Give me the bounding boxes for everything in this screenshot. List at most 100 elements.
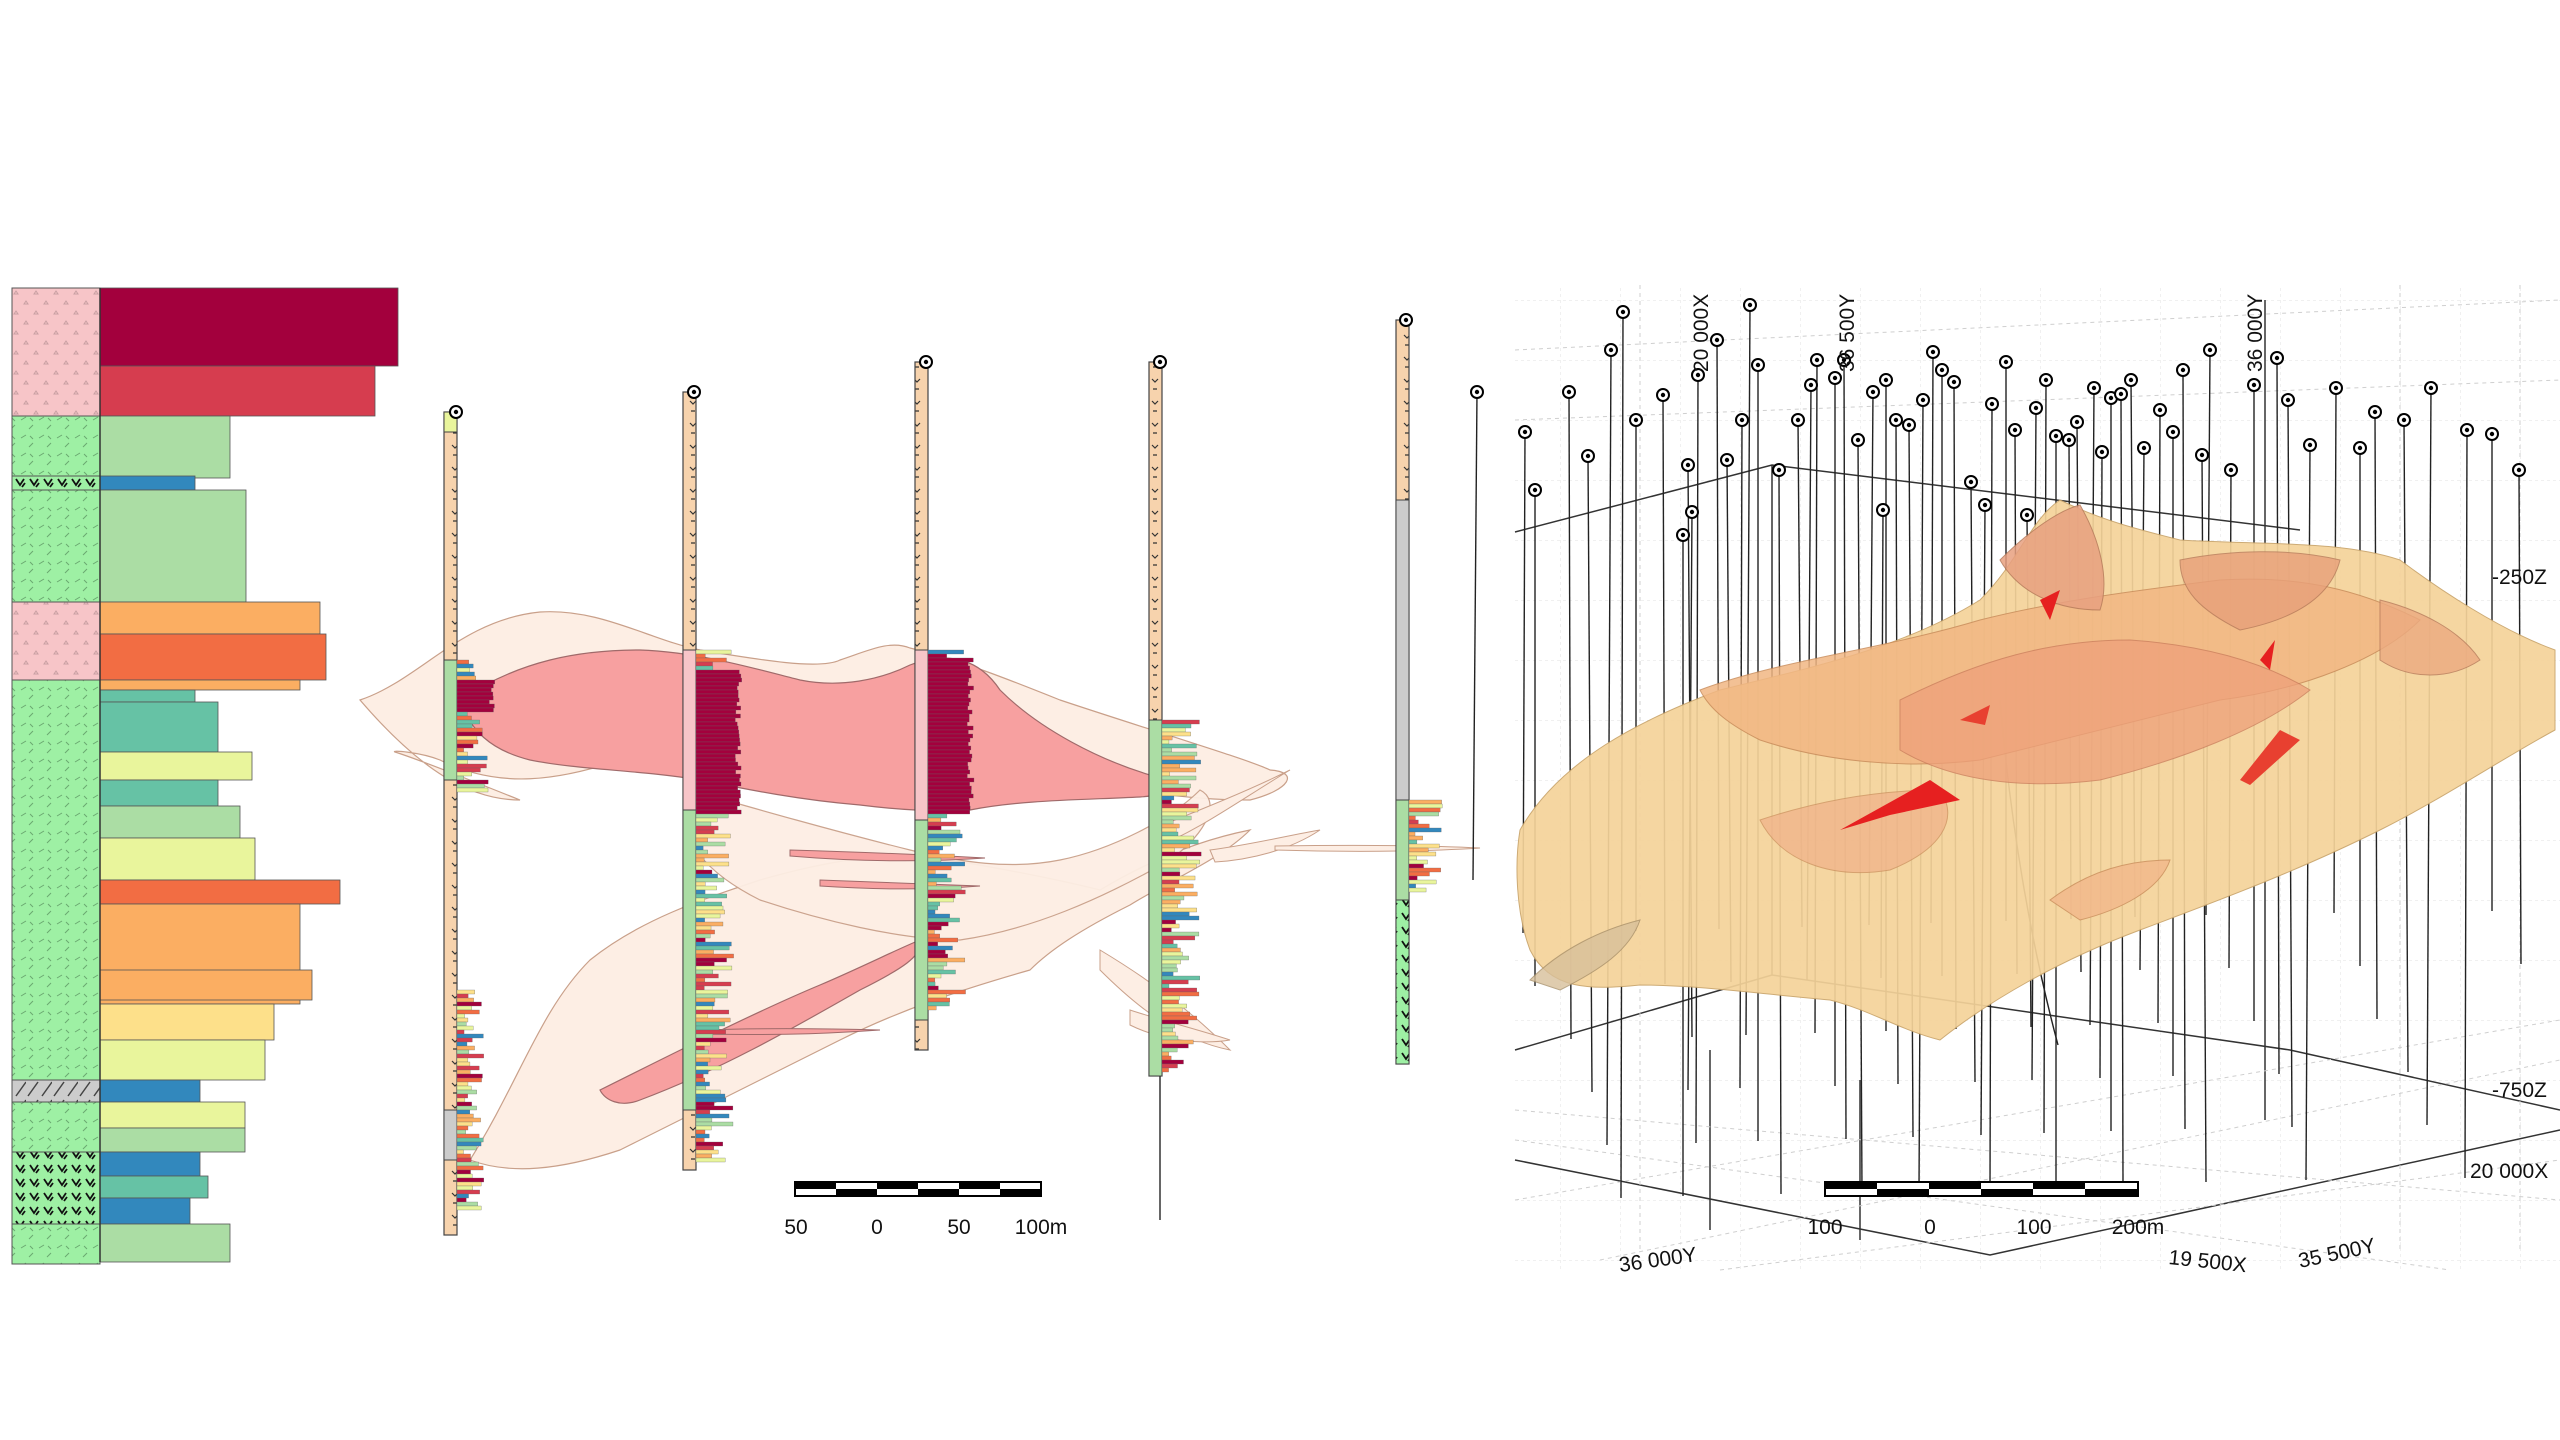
downhole-bar: [927, 881, 937, 887]
downhole-bar: [695, 709, 737, 715]
downhole-bar: [456, 1117, 481, 1123]
downhole-bar: [927, 745, 972, 751]
downhole-bar: [927, 933, 940, 939]
downhole-bar: [695, 837, 708, 843]
downhole-bar: [927, 721, 968, 727]
downhole-bar: [927, 761, 968, 767]
drillhole-trace: [2464, 429, 2468, 1179]
downhole-bar: [456, 671, 475, 677]
downhole-bar: [1408, 823, 1430, 829]
downhole-bar: [695, 1117, 713, 1123]
downhole-bar: [456, 1061, 471, 1067]
drillhole-trace: [1472, 391, 1478, 881]
model-scale-bar: 100 0 100 200m: [1807, 1181, 2164, 1239]
downhole-bar: [695, 881, 706, 887]
downhole-bar: [1161, 1047, 1178, 1053]
downhole-bar: [456, 1109, 470, 1115]
downhole-bar: [927, 801, 970, 807]
downhole-bar: [695, 1153, 712, 1159]
drillhole-3: [914, 355, 933, 1051]
downhole-bar: [1161, 911, 1190, 917]
grade-bar: [99, 1003, 275, 1041]
collar-dot: [1795, 417, 1801, 423]
downhole-bar: [1408, 859, 1428, 865]
downhole-bar: [695, 689, 739, 695]
collar-dot: [2141, 445, 2147, 451]
downhole-bar: [695, 985, 705, 991]
downhole-bar: [927, 729, 969, 735]
downhole-bar: [695, 677, 742, 683]
downhole-bar: [1408, 875, 1418, 881]
downhole-bar: [1161, 803, 1199, 809]
downhole-bar: [456, 659, 469, 665]
downhole-bar: [695, 817, 718, 823]
collar-dot: [1532, 487, 1538, 493]
downhole-bar: [695, 889, 706, 895]
x-axis-label: 20 000X: [2470, 1160, 2548, 1183]
downhole-bar: [1161, 855, 1187, 861]
collar-dot: [1776, 467, 1782, 473]
downhole-bar: [695, 997, 716, 1003]
downhole-bar: [456, 1181, 482, 1187]
downhole-bar: [927, 929, 935, 935]
downhole-bar: [1161, 955, 1189, 961]
downhole-bar: [456, 679, 495, 685]
downhole-bar: [456, 667, 470, 673]
downhole-bar: [1161, 963, 1177, 969]
downhole-bar: [456, 1193, 469, 1199]
downhole-bar: [1161, 919, 1176, 925]
3d-model-view: 20 000X 36 500Y 36 000Y -250Z -750Z 20 0…: [1470, 285, 2560, 1277]
downhole-bar: [695, 725, 739, 731]
downhole-bar: [927, 925, 942, 931]
downhole-bar: [1161, 999, 1179, 1005]
downhole-bar: [695, 697, 740, 703]
downhole-bar: [456, 759, 468, 765]
downhole-bar: [1408, 843, 1440, 849]
downhole-bar: [456, 1089, 477, 1095]
downhole-bar: [695, 993, 728, 999]
downhole-bar: [1161, 915, 1200, 921]
downhole-bar: [927, 829, 961, 835]
collar-dot: [1680, 532, 1686, 538]
downhole-bar: [456, 763, 487, 769]
downhole-bar: [1161, 819, 1174, 825]
collar-dot: [1724, 457, 1730, 463]
downhole-bar: [927, 897, 954, 903]
downhole-bar: [1161, 1023, 1175, 1029]
downhole-bar: [456, 1145, 477, 1151]
downhole-bar: [927, 677, 969, 683]
downhole-bar: [456, 663, 474, 669]
downhole-bar: [456, 1169, 471, 1175]
drillhole-5: [1395, 313, 1413, 1065]
drillhole-1: [443, 405, 463, 1236]
downhole-bar: [695, 685, 738, 691]
downhole-bar: [1161, 775, 1197, 781]
downhole-bar: [695, 1029, 726, 1035]
downhole-bar: [927, 717, 970, 723]
downhole-bar: [695, 1097, 727, 1103]
downhole-bar: [695, 1113, 730, 1119]
downhole-bar: [456, 1013, 465, 1019]
grade-bar: [99, 1127, 246, 1153]
downhole-bar: [695, 1009, 730, 1015]
drillhole-4: [1148, 355, 1167, 1220]
collar-dot: [1689, 509, 1695, 515]
downhole-bar: [456, 1049, 470, 1055]
collar-dot: [2228, 467, 2234, 473]
downhole-bar: [695, 1033, 714, 1039]
downhole-bar: [695, 1013, 709, 1019]
downhole-bar: [456, 1085, 472, 1091]
downhole-bar: [1161, 1055, 1172, 1061]
collar-dot: [2180, 367, 2186, 373]
downhole-bar: [695, 789, 741, 795]
downhole-bar: [1161, 783, 1191, 789]
downhole-bar: [1408, 819, 1419, 825]
downhole-bar: [456, 743, 474, 749]
downhole-bar: [1161, 839, 1199, 845]
downhole-bar: [695, 741, 741, 747]
y-axis-label: 36 000Y: [2244, 294, 2267, 372]
downhole-bar: [695, 821, 712, 827]
downhole-bar: [456, 727, 483, 733]
collar-dot: [1608, 347, 1614, 353]
downhole-bar: [1408, 883, 1416, 889]
